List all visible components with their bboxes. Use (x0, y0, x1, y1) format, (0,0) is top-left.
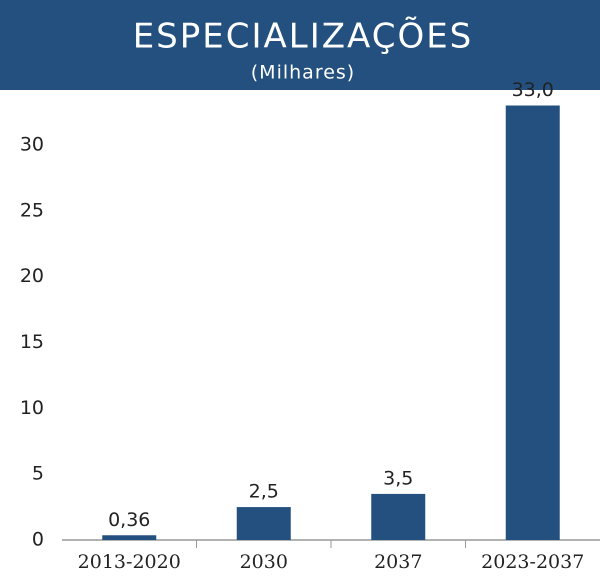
y-tick-label: 30 (20, 134, 44, 156)
chart-title: ESPECIALIZAÇÕES (133, 16, 474, 57)
y-tick-label: 15 (20, 331, 44, 353)
value-label: 3,5 (383, 467, 413, 489)
y-tick-label: 0 (32, 529, 44, 551)
y-tick-label: 20 (20, 265, 44, 287)
bar (102, 535, 157, 540)
bar (236, 507, 291, 540)
y-tick-label: 5 (32, 463, 44, 485)
value-label: 0,36 (108, 509, 150, 531)
x-tick-label: 2023-2037 (481, 551, 584, 573)
header-band (0, 0, 600, 90)
x-tick-label: 2013-2020 (78, 551, 181, 573)
bar (371, 493, 426, 540)
y-tick-label: 25 (20, 199, 44, 221)
chart-subtitle: (Milhares) (251, 62, 355, 84)
value-label: 2,5 (249, 481, 279, 503)
y-tick-label: 10 (20, 397, 44, 419)
x-tick-label: 2030 (240, 551, 288, 573)
bar (505, 105, 560, 540)
x-tick-label: 2037 (374, 551, 422, 573)
value-label: 33,0 (512, 79, 554, 101)
